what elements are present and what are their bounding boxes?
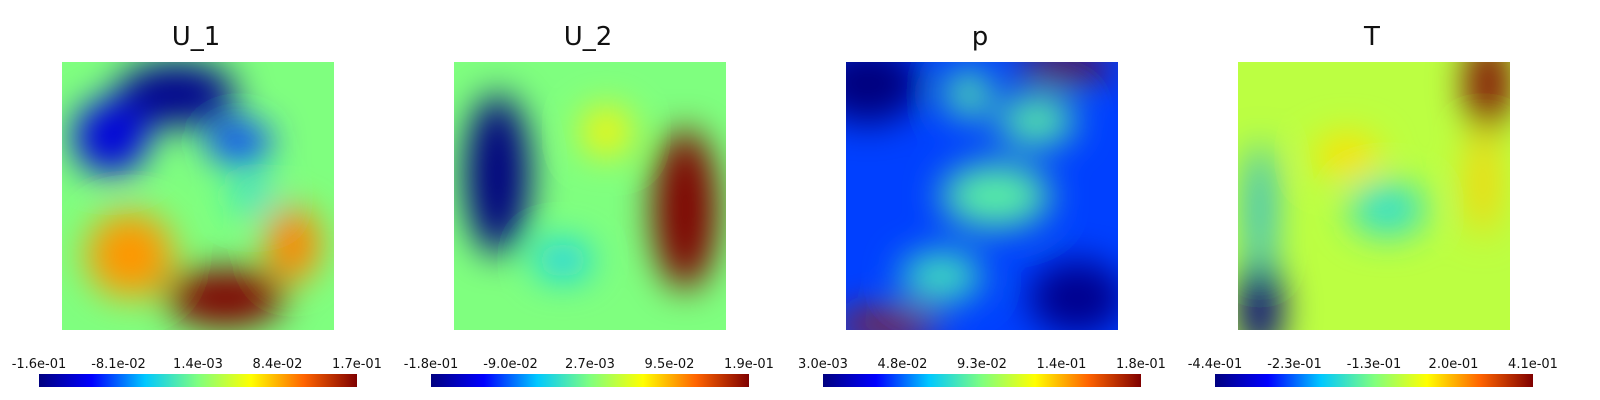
chart-panel: p 3.0e-03 4.8e-02 9.3e-02 1.4e-01 1.8e-01 (784, 0, 1176, 400)
colorbar-tick-label: 2.0e-01 (1428, 357, 1479, 372)
colorbar-tick-label: 8.4e-02 (252, 357, 303, 372)
colorbar-tick-label: -1.6e-01 (11, 357, 67, 372)
heatmap-region (535, 241, 590, 280)
heatmap-region (1314, 134, 1380, 178)
heatmap-region (1349, 182, 1426, 237)
heatmap-region (1466, 62, 1510, 132)
colorbar-tick-label: -1.3e-01 (1346, 357, 1402, 372)
chart-title: U_2 (563, 22, 613, 52)
heatmap-region (165, 268, 286, 328)
colorbar-tick-label: 1.4e-03 (173, 357, 223, 372)
colorbar-ticks: -4.4e-01 -2.3e-01 -1.3e-01 2.0e-01 4.1e-01 (1176, 357, 1568, 373)
heatmap-field (846, 62, 1118, 330)
heatmap-field (454, 62, 726, 330)
heatmap-region (846, 311, 942, 330)
heatmap-region (1238, 260, 1282, 330)
colorbar-tick-label: 1.9e-01 (724, 357, 774, 372)
colorbar-tick-label: 1.8e-01 (1116, 357, 1166, 372)
chart-title: p (971, 22, 989, 52)
chart-title: T (1364, 22, 1380, 52)
colorbar-tick-label: -1.8e-01 (403, 357, 459, 372)
chart-panel: T -4.4e-01 -2.3e-01 -1.3e-01 2.0e-01 4.1e-01 (1176, 0, 1568, 400)
heatmap-region (1014, 62, 1113, 81)
colorbar-ticks: -1.6e-01 -8.1e-02 1.4e-03 8.4e-02 1.7e-01 (0, 357, 392, 373)
colorbar-tick-label: 9.5e-02 (644, 357, 695, 372)
heatmap-field (1238, 62, 1510, 330)
chart-panel: U_2 -1.8e-01 -9.0e-02 2.7e-03 9.5e-02 1.9e-01 (392, 0, 784, 400)
heatmap-field (62, 62, 334, 330)
heatmap-region (86, 212, 174, 298)
colorbar-tick-label: -9.0e-02 (483, 357, 538, 372)
heatmap-region (1248, 142, 1271, 277)
colorbar-tick-label: -2.3e-01 (1267, 357, 1322, 372)
colorbar-tick-label: 9.3e-02 (957, 357, 1007, 372)
colorbar-tick-label: 3.0e-03 (798, 357, 848, 372)
heatmap-region (266, 206, 321, 282)
heatmap-region (900, 252, 982, 301)
heatmap-region (581, 107, 631, 156)
colorbar (39, 374, 357, 387)
colorbar-tick-label: 2.7e-03 (565, 357, 615, 372)
colorbar-tick-label: 4.1e-01 (1508, 357, 1558, 372)
heatmap-region (72, 99, 150, 175)
heatmap-region (1028, 260, 1118, 330)
colorbar-tick-label: -8.1e-02 (91, 357, 146, 372)
heatmap-region (998, 96, 1075, 146)
colorbar-tick-label: 1.7e-01 (332, 357, 382, 372)
colorbar (1215, 374, 1533, 387)
heatmap-region (206, 120, 272, 164)
colorbar-ticks: 3.0e-03 4.8e-02 9.3e-02 1.4e-01 1.8e-01 (784, 357, 1176, 373)
colorbar-tick-label: 1.4e-01 (1036, 357, 1087, 372)
chart-title: U_1 (171, 22, 221, 52)
colorbar-ticks: -1.8e-01 -9.0e-02 2.7e-03 9.5e-02 1.9e-01 (392, 357, 784, 373)
heatmap-region (846, 62, 923, 124)
heatmap-region (941, 163, 1050, 229)
heatmap-region (946, 70, 991, 119)
chart-panel: U_1 -1.6e-01 -8.1e-02 1.4e-03 8.4e-02 1.7e-01 (0, 0, 392, 400)
heatmap-region (116, 62, 237, 127)
heatmap-region (1469, 129, 1497, 237)
colorbar (823, 374, 1141, 387)
heatmap-region (464, 94, 531, 255)
colorbar (431, 374, 749, 387)
heatmap-region (652, 129, 718, 290)
colorbar-tick-label: -4.4e-01 (1187, 357, 1243, 372)
colorbar-tick-label: 4.8e-02 (877, 357, 928, 372)
heatmap-region (230, 179, 275, 213)
